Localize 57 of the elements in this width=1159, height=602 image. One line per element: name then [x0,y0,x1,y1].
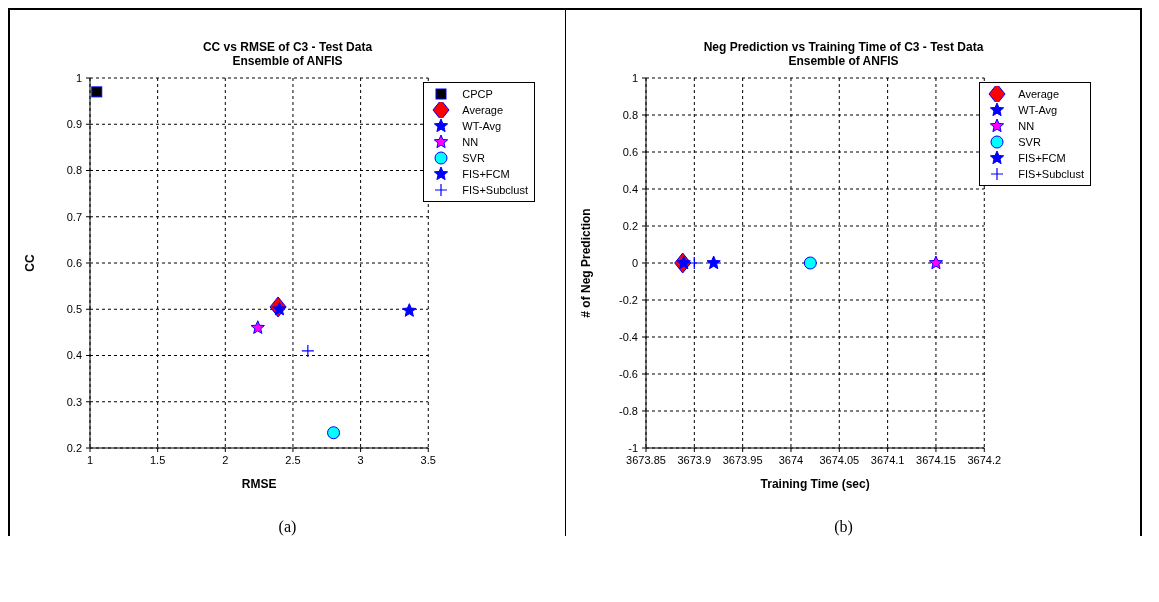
y-axis-title: CC [23,254,38,272]
y-tick-label: 0.6 [66,256,82,269]
legend-label: FIS+Subclust [462,184,528,196]
x-tick-label: 3673.95 [722,453,763,466]
y-tick-label: -0.2 [619,293,638,306]
x-tick-label: 3674.05 [819,453,860,466]
y-tick-label: 0.2 [622,219,638,232]
chart-subtitle: Ensemble of ANFIS [231,54,344,68]
legend-label: FIS+FCM [1018,152,1066,164]
legend-label: SVR [462,152,485,164]
y-tick-label: 0.9 [66,118,82,131]
legend-label: CPCP [462,88,493,100]
legend-label: FIS+Subclust [1018,168,1084,180]
legend-label: FIS+FCM [462,168,510,180]
y-tick-label: 0 [631,256,638,269]
y-tick-label: 0.2 [66,441,82,454]
y-tick-label: -0.4 [619,330,638,343]
y-tick-label: 1 [631,71,638,84]
legend-label: WT-Avg [1018,104,1058,116]
y-tick-label: 0.4 [622,182,638,195]
text: (a) [277,518,298,536]
legend-label: Average [462,104,504,116]
legend-label: NN [1018,120,1035,132]
x-tick-label: 2.5 [285,453,301,466]
y-tick-label: 0.5 [66,303,82,316]
legend-label: WT-Avg [462,120,502,132]
x-axis-title: Training Time (sec) [760,477,870,491]
x-tick-label: 3674.15 [916,453,956,466]
y-axis-title: # of Neg Prediction [579,208,594,318]
x-axis-title: RMSE [241,477,277,491]
legend-label: NN [462,136,479,148]
x-tick-label: 3673.9 [677,453,712,466]
y-tick-label: 0.8 [66,164,82,177]
x-tick-label: 3674 [778,453,804,466]
x-tick-label: 3674.1 [870,453,905,466]
legend-label: SVR [1018,136,1041,148]
text: (b) [833,518,854,536]
x-tick-label: 1.5 [150,453,166,466]
x-tick-label: 1 [86,453,94,466]
y-tick-label: 0.8 [622,108,638,121]
x-tick-label: 3 [357,453,364,466]
chart-title: Neg Prediction vs Training Time of C3 - Test Data [702,40,985,54]
y-tick-label: 0.6 [622,145,638,158]
y-tick-label: -0.6 [619,367,638,380]
chart-subtitle: Ensemble of ANFIS [787,54,900,68]
y-tick-label: 1 [75,71,82,84]
chart-title: CC vs RMSE of C3 - Test Data [201,40,374,54]
y-tick-label: -1 [628,441,638,454]
x-tick-label: 3673.85 [626,453,666,466]
y-tick-label: -0.8 [619,404,638,417]
y-tick-label: 0.7 [66,210,82,223]
y-tick-label: 0.3 [66,395,82,408]
x-tick-label: 3674.2 [967,453,1002,466]
x-tick-label: 3.5 [420,453,436,466]
x-tick-label: 2 [222,453,229,466]
y-tick-label: 0.4 [66,349,82,362]
legend-label: Average [1018,88,1060,100]
